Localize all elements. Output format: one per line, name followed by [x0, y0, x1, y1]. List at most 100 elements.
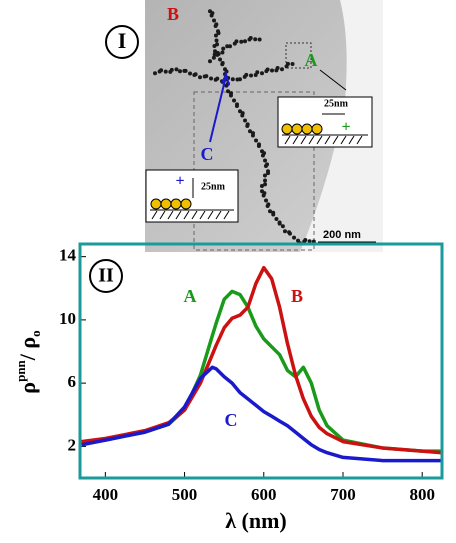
nanoparticle: [307, 239, 312, 244]
nanoparticle: [239, 39, 244, 44]
marker-label: A: [305, 50, 318, 70]
nanoparticle: [260, 71, 264, 76]
nanoparticle: [303, 238, 308, 243]
nanoparticle: [274, 217, 279, 222]
nanoparticle: [240, 113, 245, 118]
nanoparticle: [271, 212, 276, 217]
particle: [180, 198, 192, 210]
panel-badge: [89, 259, 123, 293]
nanoparticle: [290, 61, 295, 66]
hatch: [151, 210, 230, 220]
nanoparticle: [214, 38, 219, 43]
nanoparticle: [248, 129, 252, 134]
particle-chain: [153, 9, 316, 246]
nanoparticle: [220, 62, 225, 67]
y-axis-label-part: o: [28, 330, 43, 337]
x-tick-label: 600: [251, 485, 277, 504]
nanoparticle: [292, 235, 297, 240]
nanoparticle: [257, 37, 262, 42]
nanoparticle: [265, 67, 270, 72]
y-axis-label-part: / ρ: [15, 337, 40, 361]
nanoparticle: [224, 83, 229, 88]
nanoparticle: [263, 163, 268, 168]
nanoparticle: [250, 133, 255, 138]
nanoparticle: [280, 224, 285, 229]
nanoparticle: [163, 69, 168, 74]
nanoparticle: [275, 65, 280, 70]
distance-label: 25nm: [201, 181, 226, 192]
nanoparticle: [159, 68, 164, 73]
particle: [301, 123, 313, 135]
nanoparticle: [188, 71, 193, 76]
plot-frame: [78, 242, 444, 480]
nanoparticle: [264, 198, 269, 203]
nanoparticle: [234, 103, 239, 108]
marker-label: B: [167, 4, 179, 24]
nanoparticle: [215, 76, 220, 81]
nanoparticle: [212, 18, 217, 23]
nanoparticle: [208, 59, 212, 64]
nanoparticle: [216, 31, 221, 36]
particle: [170, 198, 182, 210]
nanoparticle: [245, 123, 250, 128]
series-label: A: [184, 286, 197, 306]
hatch: [284, 135, 363, 145]
scale-bar-label: 200 nm: [323, 229, 361, 241]
nanoparticle: [263, 178, 268, 183]
x-tick-label: 800: [409, 485, 435, 504]
nanoparticle: [256, 143, 261, 148]
nanoparticle: [232, 98, 237, 103]
panel-label: I: [118, 28, 127, 53]
inset-box: [145, 169, 239, 223]
nanoparticle: [244, 72, 249, 77]
dipole-sign: +: [175, 173, 184, 190]
y-axis-label: ρpnn/ ρo: [13, 330, 43, 393]
inset-box: [277, 96, 373, 148]
particle: [291, 123, 303, 135]
inset-right: 25nm +: [277, 96, 373, 148]
particle: [150, 198, 162, 210]
nanoparticle: [255, 70, 260, 75]
nanoparticle: [178, 69, 182, 74]
nanoparticle: [243, 39, 247, 44]
nanoparticle: [226, 89, 230, 94]
nanoparticle: [220, 50, 225, 55]
nanoparticle: [209, 13, 214, 18]
y-axis-label-part: ρ: [15, 382, 40, 394]
nanoparticle: [228, 44, 232, 49]
nanoparticle: [254, 138, 259, 143]
series-line: [81, 365, 442, 463]
nanoparticle: [259, 183, 264, 188]
dipole-sign: +: [341, 119, 350, 136]
nanoparticle: [263, 182, 268, 187]
panel-badge: [105, 25, 139, 59]
particle: [311, 123, 323, 135]
micrograph-panel: I B A C 25nm + + 25nm: [105, 0, 383, 252]
x-tick-label: 500: [172, 485, 198, 504]
x-tick-label: 700: [330, 485, 356, 504]
y-axis-label-part: pnn: [13, 359, 28, 381]
nanoparticle: [283, 229, 287, 234]
nanoparticle: [174, 67, 179, 72]
nanoparticle: [225, 44, 230, 49]
nanoparticle: [204, 74, 209, 79]
nanoparticle: [238, 77, 242, 82]
distance-label: 25nm: [324, 98, 349, 109]
zoom-box: [285, 42, 312, 69]
nanoparticle: [193, 72, 198, 77]
nanoparticle: [218, 57, 223, 62]
series-label: C: [225, 410, 238, 430]
series-line: [81, 265, 443, 455]
nanoparticle: [209, 76, 214, 81]
nanoparticle: [266, 171, 271, 176]
nanoparticle: [234, 39, 239, 44]
marker-label: C: [201, 144, 214, 164]
series-line: [81, 289, 442, 453]
y-tick-label: 2: [68, 435, 77, 454]
particle: [160, 198, 172, 210]
spectrum-chart: ρpnn/ ρo 400 500 600 700 800 2 6 10 14 A B C II λ (nm…: [13, 242, 444, 533]
nanoparticle: [261, 193, 266, 198]
x-tick-label: 400: [93, 485, 119, 504]
panel-label: II: [98, 265, 114, 287]
nanoparticle: [249, 73, 254, 78]
